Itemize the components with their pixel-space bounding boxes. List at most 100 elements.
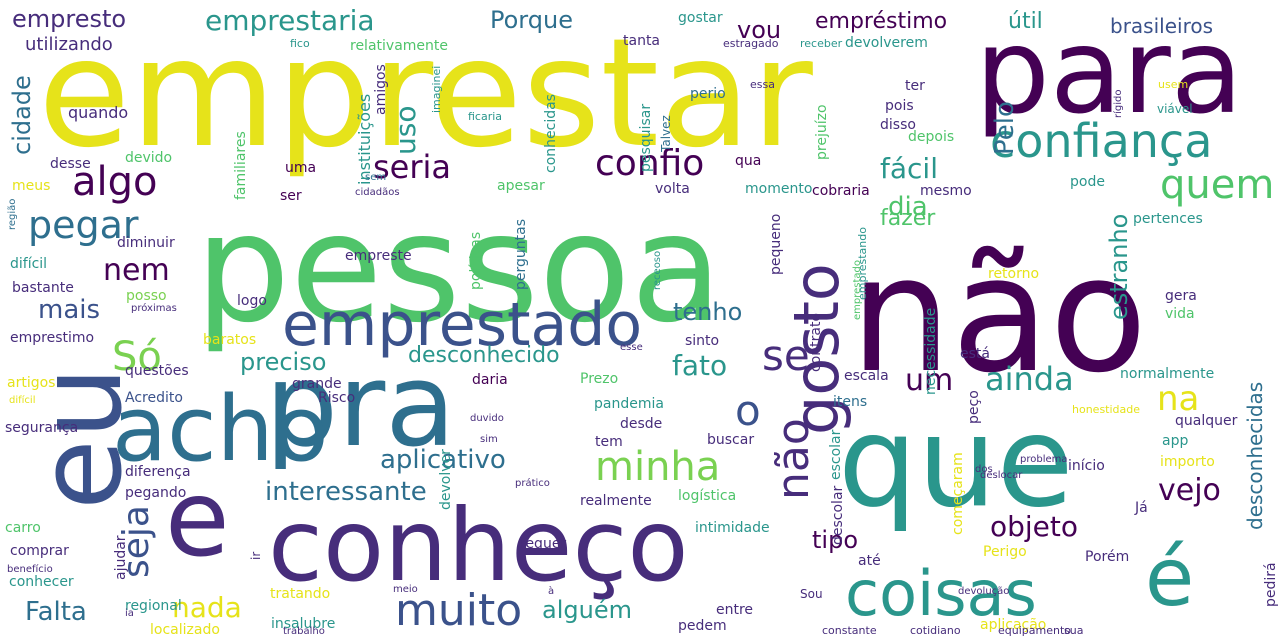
word-156: dos: [975, 464, 993, 475]
word-66: fico: [290, 37, 310, 50]
word-131: difícil: [9, 394, 35, 406]
word-155: logística: [678, 488, 736, 504]
word-151: importo: [1160, 454, 1215, 470]
word-111: posso: [126, 288, 167, 304]
word-178: Sou: [800, 587, 823, 601]
word-3: para: [975, 2, 1243, 140]
word-45: desconhecido: [408, 343, 560, 368]
word-186: aplicação: [980, 617, 1046, 633]
word-57: útil: [1008, 9, 1043, 34]
word-44: preciso: [240, 348, 326, 376]
word-15: não: [768, 418, 819, 500]
word-69: amigos: [373, 64, 389, 115]
word-159: problema: [1020, 454, 1068, 465]
word-165: pedirá: [1263, 562, 1279, 607]
word-162: carro: [5, 520, 41, 536]
word-6: pra: [265, 339, 456, 473]
word-35: aplicativo: [380, 445, 506, 475]
word-26: nem: [103, 253, 170, 288]
word-142: duvido: [470, 413, 504, 424]
word-152: início: [1068, 458, 1105, 474]
word-47: tenho: [673, 298, 742, 326]
word-60: relativamente: [350, 38, 448, 54]
word-64: estragado: [723, 37, 779, 50]
word-175: tratando: [270, 586, 330, 602]
word-32: nada: [172, 591, 242, 624]
word-149: buscar: [707, 432, 754, 448]
word-180: entre: [716, 602, 753, 618]
word-185: pedem: [678, 618, 727, 634]
word-87: meus: [12, 178, 50, 194]
word-81: depois: [908, 129, 954, 145]
word-170: Porém: [1085, 549, 1129, 565]
word-16: muito: [395, 585, 522, 636]
word-168: comprar: [10, 543, 69, 559]
word-83: usem: [1158, 78, 1188, 91]
word-84: viável: [1157, 102, 1193, 116]
word-1: pessoa: [195, 182, 723, 356]
word-171: benefício: [7, 563, 53, 575]
word-23: Só: [112, 334, 162, 380]
word-96: pode: [1070, 174, 1105, 190]
word-115: contrato: [808, 313, 824, 372]
word-50: Pelo: [990, 101, 1020, 155]
word-158: descolar: [830, 485, 846, 545]
word-59: utilizando: [25, 34, 113, 55]
word-108: difícil: [10, 256, 47, 272]
word-169: Perigo: [983, 544, 1027, 560]
word-172: conhecer: [9, 574, 74, 590]
word-190: sua: [1064, 624, 1083, 637]
word-139: qualquer: [1175, 413, 1238, 429]
word-75: prejuízo: [814, 104, 830, 160]
word-10: coisas: [845, 557, 1037, 630]
word-106: pequeno: [768, 214, 784, 275]
word-8: e: [165, 458, 230, 580]
word-37: tipo: [812, 526, 858, 554]
word-101: perguntas: [513, 219, 529, 290]
word-150: começaram: [950, 452, 966, 535]
word-112: bastante: [12, 280, 74, 296]
word-157: realmente: [580, 493, 652, 509]
word-127: grande: [292, 376, 342, 392]
word-28: ainda: [985, 360, 1074, 398]
word-154: prático: [515, 477, 550, 489]
word-86: desse: [50, 156, 91, 172]
word-188: cotidiano: [910, 624, 961, 637]
word-38: alguém: [542, 596, 632, 624]
word-30: vejo: [1158, 473, 1221, 508]
word-21: seria: [373, 148, 451, 186]
word-14: gosto: [780, 263, 853, 435]
word-124: emprestado: [852, 260, 863, 320]
word-134: daria: [472, 372, 508, 388]
word-113: logo: [237, 293, 267, 309]
word-179: devolução: [958, 586, 1009, 597]
word-138: honestidade: [1072, 403, 1140, 416]
word-39: fácil: [880, 152, 938, 185]
word-22: quem: [1160, 162, 1274, 208]
word-126: questões: [125, 363, 189, 379]
word-110: retorno: [988, 266, 1039, 282]
word-19: algo: [72, 159, 158, 205]
word-4: que: [838, 390, 1073, 535]
word-31: objeto: [990, 510, 1078, 543]
word-125: artigos: [7, 375, 55, 391]
word-184: localizado: [150, 622, 220, 638]
word-51: uso: [389, 106, 422, 155]
word-24: o: [735, 386, 761, 435]
word-89: uma: [285, 160, 316, 176]
word-116: gera: [1165, 288, 1197, 304]
word-141: devolver: [438, 449, 454, 510]
word-41: mais: [38, 295, 100, 325]
word-71: conhecidas: [543, 94, 559, 173]
word-92: volta: [655, 181, 690, 197]
word-91: apesar: [497, 178, 545, 194]
word-65: receber: [800, 37, 843, 50]
word-76: perio: [690, 86, 726, 102]
word-98: cidadãos: [355, 187, 400, 198]
word-49: desconhecidas: [1243, 382, 1267, 530]
word-80: disso: [880, 117, 916, 133]
word-135: pandemia: [594, 396, 664, 412]
word-147: sim: [480, 434, 498, 445]
